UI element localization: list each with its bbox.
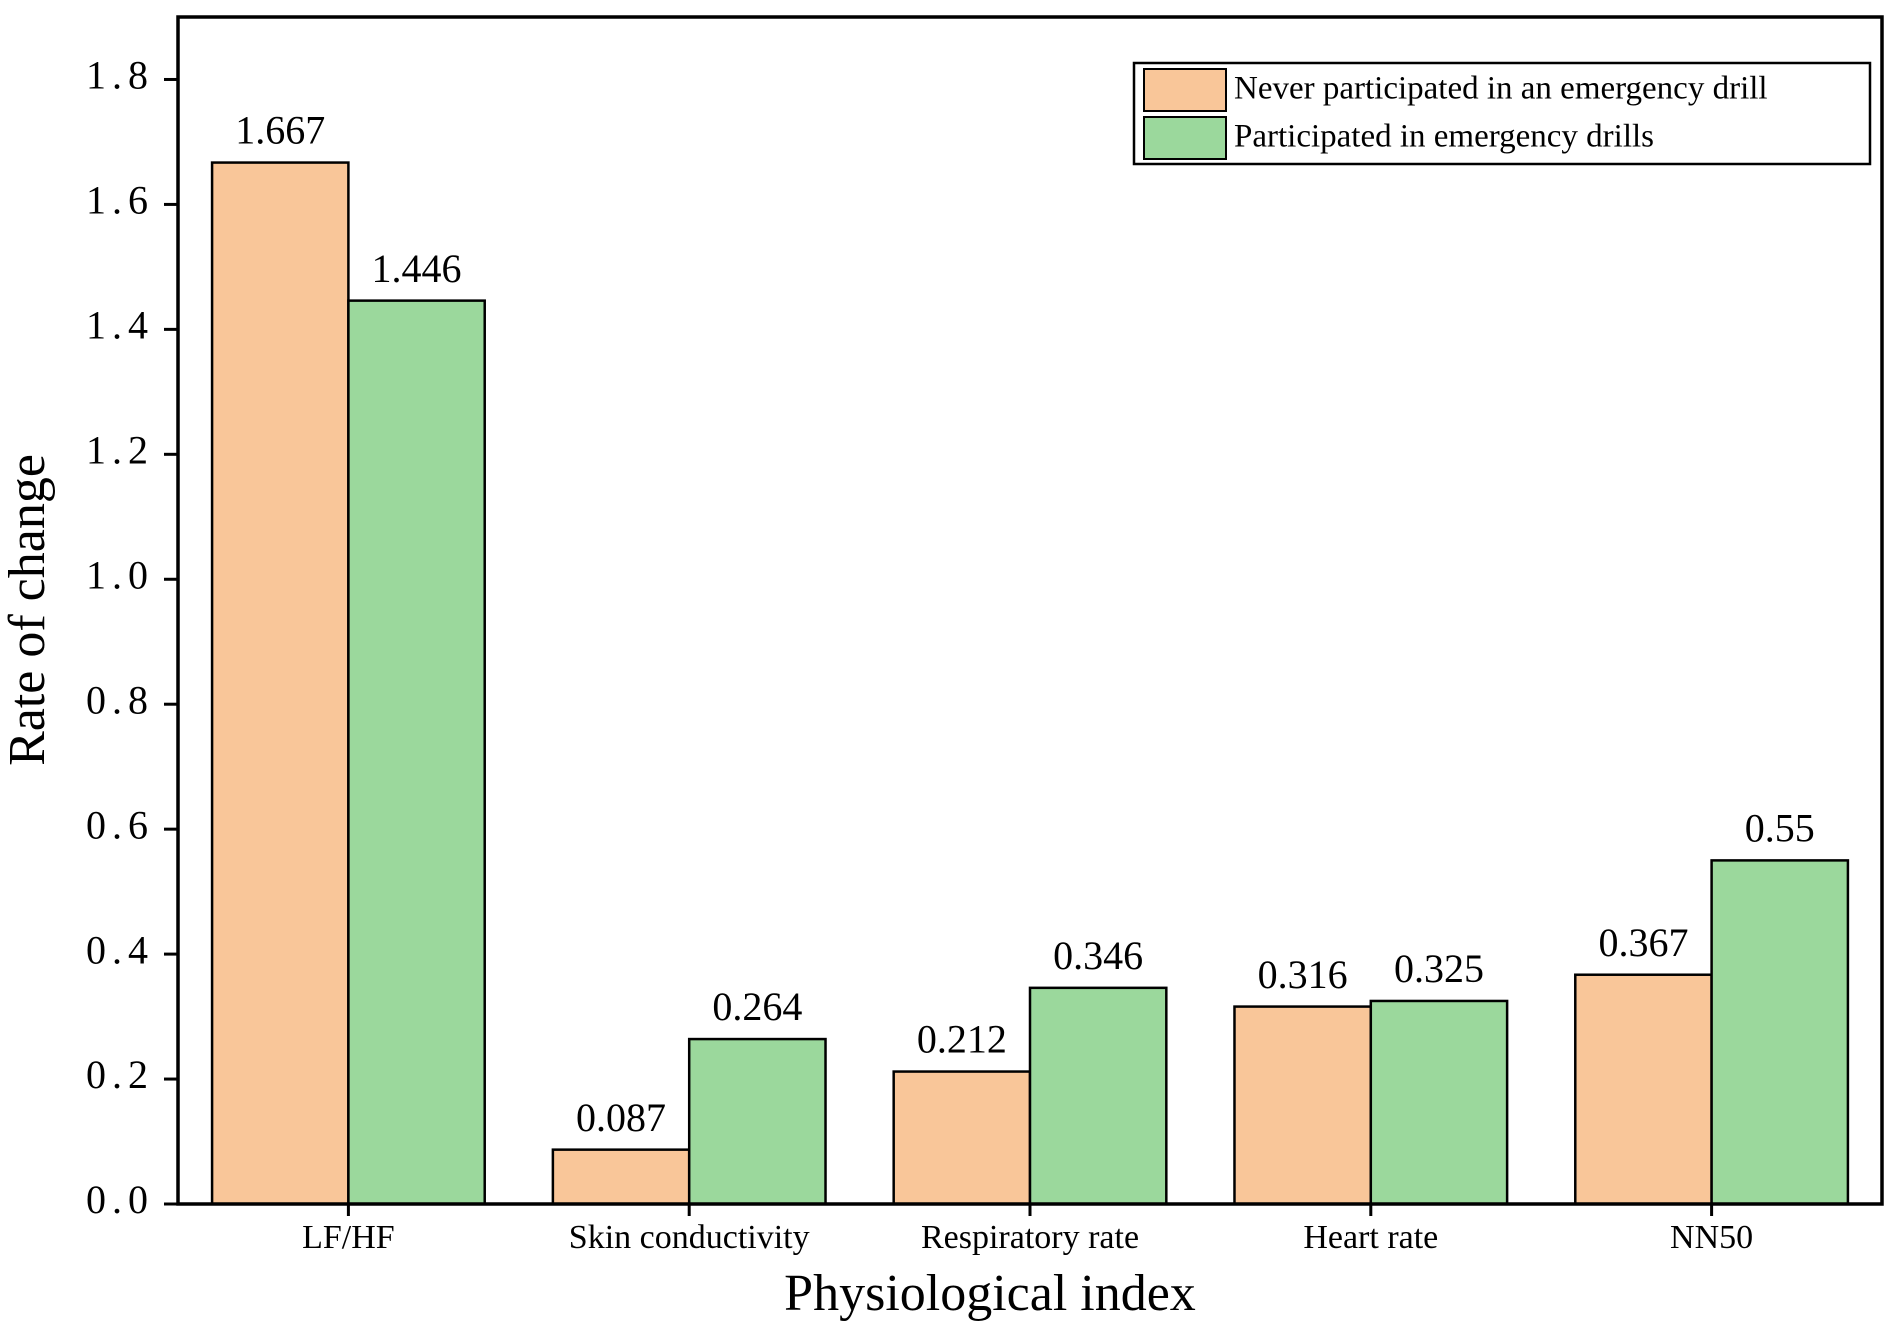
bar <box>551 1148 691 1206</box>
value-label: 0.325 <box>1394 946 1484 991</box>
legend-swatch <box>1143 116 1227 160</box>
value-label: 0.367 <box>1598 920 1688 965</box>
value-label: 0.087 <box>576 1095 666 1140</box>
bar <box>347 299 486 1206</box>
y-tick-label: 1.4 <box>86 303 154 348</box>
bar <box>1574 973 1713 1206</box>
x-tick-label: Respiratory rate <box>921 1219 1139 1256</box>
y-tick-label: 1.0 <box>86 552 154 597</box>
y-tick-label: 0.6 <box>86 802 154 847</box>
y-tick-label: 0.8 <box>86 677 154 722</box>
bar <box>687 1037 827 1206</box>
value-label: 1.446 <box>372 246 462 291</box>
y-axis-title: Rate of change <box>0 454 56 766</box>
y-tick-label: 1.2 <box>86 427 154 472</box>
value-label: 0.212 <box>917 1017 1007 1062</box>
x-tick-label: LF/HF <box>302 1219 395 1256</box>
bar <box>1369 999 1509 1206</box>
bar <box>892 1070 1032 1206</box>
bar <box>1233 1005 1373 1206</box>
y-tick-label: 0.4 <box>86 927 154 972</box>
bar <box>1028 986 1168 1206</box>
legend-box <box>1132 61 1872 166</box>
value-label: 0.55 <box>1745 806 1815 851</box>
bar <box>210 161 350 1206</box>
y-tick-label: 0.0 <box>86 1177 154 1222</box>
x-tick-label: Skin conductivity <box>569 1219 810 1256</box>
plot-frame <box>176 15 1884 1206</box>
legend-swatch <box>1143 68 1227 112</box>
x-axis-title: Physiological index <box>784 1265 1196 1322</box>
y-tick-label: 0.2 <box>86 1052 154 1097</box>
value-label: 0.346 <box>1053 933 1143 978</box>
x-tick-label: Heart rate <box>1303 1219 1438 1256</box>
value-label: 1.667 <box>235 108 325 153</box>
bar <box>1710 859 1850 1206</box>
legend-label: Never participated in an emergency drill <box>1234 71 1768 107</box>
legend-label: Participated in emergency drills <box>1234 119 1654 155</box>
value-label: 0.264 <box>712 984 802 1029</box>
y-tick-label: 1.8 <box>86 53 154 98</box>
value-label: 0.316 <box>1258 952 1348 997</box>
x-tick-label: NN50 <box>1670 1219 1753 1256</box>
y-tick-label: 1.6 <box>86 178 154 223</box>
